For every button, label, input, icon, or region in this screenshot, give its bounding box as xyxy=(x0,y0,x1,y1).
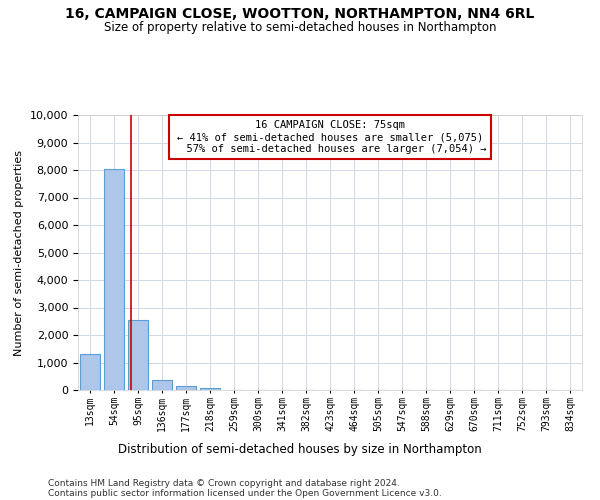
Text: 16, CAMPAIGN CLOSE, WOOTTON, NORTHAMPTON, NN4 6RL: 16, CAMPAIGN CLOSE, WOOTTON, NORTHAMPTON… xyxy=(65,8,535,22)
Text: Distribution of semi-detached houses by size in Northampton: Distribution of semi-detached houses by … xyxy=(118,442,482,456)
Text: Size of property relative to semi-detached houses in Northampton: Size of property relative to semi-detach… xyxy=(104,21,496,34)
Text: Contains HM Land Registry data © Crown copyright and database right 2024.: Contains HM Land Registry data © Crown c… xyxy=(48,479,400,488)
Bar xyxy=(80,354,100,390)
Bar xyxy=(152,380,172,390)
Text: Contains public sector information licensed under the Open Government Licence v3: Contains public sector information licen… xyxy=(48,489,442,498)
Text: 16 CAMPAIGN CLOSE: 75sqm
← 41% of semi-detached houses are smaller (5,075)
  57%: 16 CAMPAIGN CLOSE: 75sqm ← 41% of semi-d… xyxy=(174,120,486,154)
Bar xyxy=(200,388,220,390)
Bar xyxy=(176,386,196,390)
Bar xyxy=(128,320,148,390)
Y-axis label: Number of semi-detached properties: Number of semi-detached properties xyxy=(14,150,24,356)
Bar xyxy=(104,168,124,390)
